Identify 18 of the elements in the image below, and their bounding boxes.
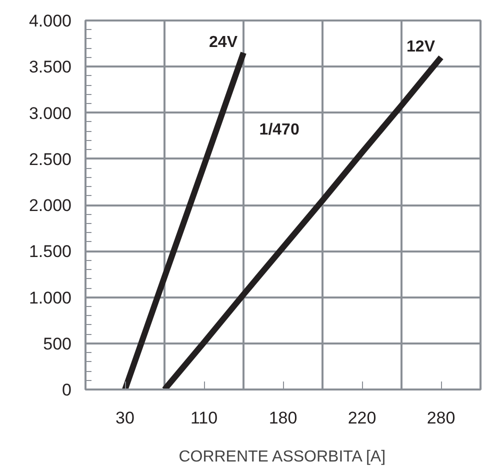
y-tick-label: 4.000 xyxy=(28,12,72,30)
y-tick-label: 0 xyxy=(62,380,72,400)
series-label: 12V xyxy=(406,38,436,56)
y-tick-label: 1.000 xyxy=(28,288,72,308)
y-tick-label: 500 xyxy=(43,334,72,354)
x-tick-label: 220 xyxy=(348,408,376,428)
x-tick-label: 180 xyxy=(268,408,298,428)
x-tick-label: 280 xyxy=(426,408,456,428)
y-tick-label: 2.500 xyxy=(28,150,72,169)
y-tick-label: 1.500 xyxy=(28,242,72,262)
series-label: 24V xyxy=(209,34,238,51)
x-axis-title: CORRENTE ASSORBITA [A] xyxy=(178,448,386,466)
x-tick-label: 110 xyxy=(190,408,218,428)
y-tick-label: 3.500 xyxy=(28,58,72,77)
annotation: 1/470 xyxy=(259,122,300,139)
x-tick-label: 30 xyxy=(116,408,134,428)
y-tick-label: 2.000 xyxy=(28,196,72,215)
y-tick-label: 3.000 xyxy=(28,104,72,123)
